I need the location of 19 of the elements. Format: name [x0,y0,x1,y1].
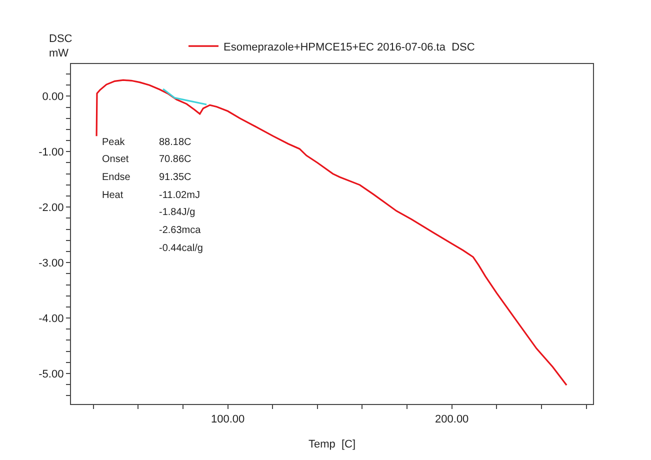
y-tick-label: -4.00 [38,312,64,325]
y-tick-label: -1.00 [38,146,64,158]
x-tick-label: 100.00 [210,413,245,426]
x-axis-title: Temp [C] [308,438,356,450]
y-axis-title: DSC mW [49,33,72,60]
annotation: -0.44cal/g [159,243,203,254]
y-tick-label: -5.00 [38,368,64,380]
x-tick-label: 200.00 [435,413,469,426]
text: Onset 70.86C [102,154,192,165]
y-tick-label: 0.00 [42,91,64,104]
text: Endse 91.35C [102,172,192,183]
text: Peak 88.18C [102,137,192,148]
annotation: -1.84J/g [159,207,196,218]
line-series [96,79,568,386]
text: Heat -11.02mJ [102,190,200,201]
y-tick-label: -2.00 [38,202,64,214]
annotation: -2.63mca [159,225,202,236]
y-tick-label: -3.00 [38,257,64,270]
legend-label: Esomeprazole+HPMCE15+EC 2016-07-06.ta DSC [224,41,475,54]
